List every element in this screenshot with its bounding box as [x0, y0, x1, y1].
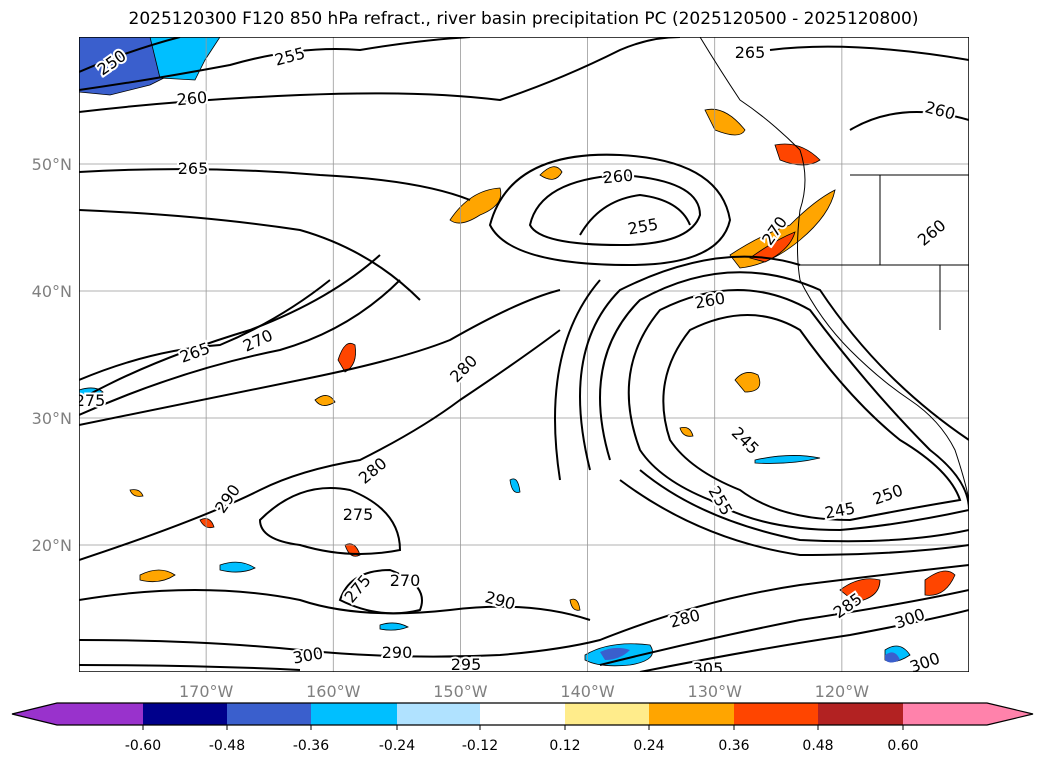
colorbar-segment [903, 703, 1033, 725]
latitude-label: 40°N [32, 282, 72, 301]
contour-label: 295 [451, 655, 482, 674]
colorbar-segment [649, 703, 734, 725]
contour-label: 255 [626, 214, 659, 238]
latitude-label: 50°N [32, 155, 72, 174]
colorbar-tick-label: 0.48 [802, 738, 833, 754]
colorbar-segment [397, 703, 480, 725]
longitude-label: 140°W [560, 682, 615, 701]
colorbar-tick-label: -0.24 [379, 738, 415, 754]
colorbar-tick-label: -0.60 [125, 738, 161, 754]
contour-label: 275 [75, 391, 106, 410]
contour-label: 290 [382, 643, 413, 662]
colorbar: -0.60 -0.48 -0.36 -0.24 -0.12 0.12 0.24 0.36 0.4… [11, 702, 1034, 754]
colorbar-segment [480, 703, 565, 725]
contour-label: 270 [390, 571, 421, 590]
longitude-label: 120°W [815, 682, 870, 701]
latitude-label: 30°N [32, 409, 72, 428]
colorbar-tick-label: 0.12 [549, 738, 580, 754]
latitude-label: 20°N [32, 536, 72, 555]
contour-label: 260 [176, 88, 208, 110]
contour-label: 305 [693, 659, 724, 678]
longitude-label: 160°W [306, 682, 361, 701]
precipitation-fill [79, 37, 956, 667]
colorbar-tick-label: -0.36 [293, 738, 329, 754]
colorbar-tick-label: 0.60 [887, 738, 918, 754]
contour-label: 260 [602, 166, 634, 188]
colorbar-segment [565, 703, 649, 725]
contour-label: 265 [735, 43, 766, 62]
colorbar-segment [311, 703, 397, 725]
latitude-labels: 50°N 40°N 30°N 20°N [32, 155, 72, 555]
contour-label: 275 [343, 505, 374, 524]
refractivity-contours [79, 37, 969, 672]
graticule [79, 37, 969, 672]
longitude-label: 130°W [688, 682, 743, 701]
longitude-label: 150°W [433, 682, 488, 701]
colorbar-segment [12, 703, 143, 725]
colorbar-segment [734, 703, 818, 725]
longitude-label: 170°W [179, 682, 234, 701]
figure-title: 2025120300 F120 850 hPa refract., river … [128, 9, 919, 29]
colorbar-segment [227, 703, 311, 725]
colorbar-tick-label: -0.12 [462, 738, 498, 754]
colorbar-tick-label: -0.48 [209, 738, 245, 754]
colorbar-outline [11, 702, 1034, 726]
contour-label: 265 [178, 159, 209, 178]
colorbar-segment [143, 703, 227, 725]
colorbar-segment [818, 703, 903, 725]
longitude-labels: 170°W 160°W 150°W 140°W 130°W 120°W [179, 682, 869, 701]
colorbar-tick-label: 0.36 [718, 738, 749, 754]
colorbar-tick-label: 0.24 [633, 738, 664, 754]
coastlines-and-borders [699, 37, 969, 501]
